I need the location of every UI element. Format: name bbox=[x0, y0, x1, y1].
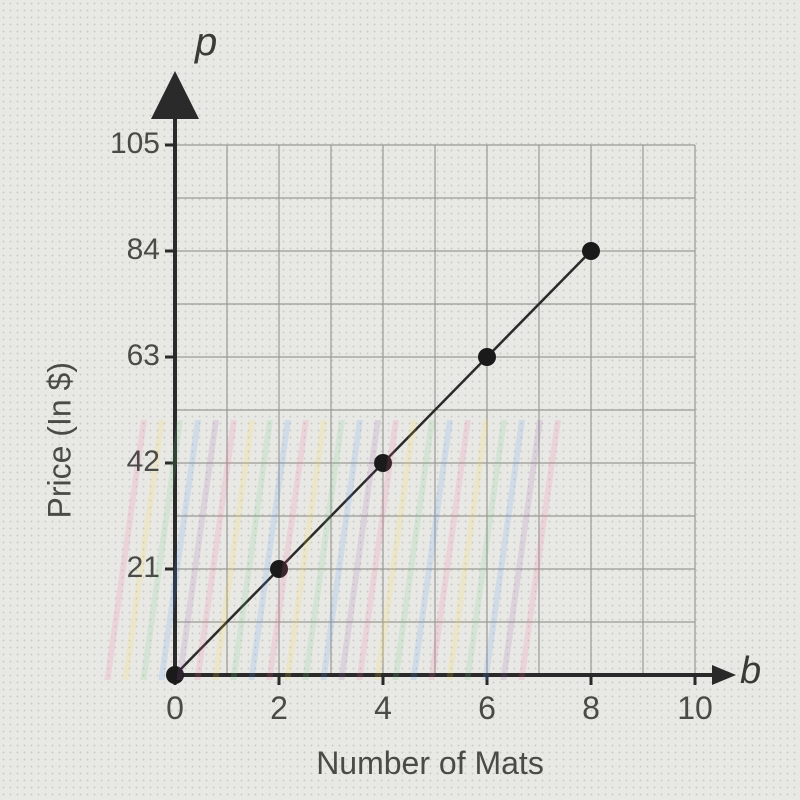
y-variable-label: p bbox=[195, 20, 217, 65]
x-tick-label: 6 bbox=[467, 690, 507, 727]
y-tick-label: 42 bbox=[100, 445, 160, 479]
chart-container: p b Price (In $) Number of Mats 21426384… bbox=[0, 0, 800, 800]
x-tick-label: 2 bbox=[259, 690, 299, 727]
x-tick-label: 4 bbox=[363, 690, 403, 727]
x-axis-title: Number of Mats bbox=[250, 745, 610, 782]
y-tick-label: 63 bbox=[100, 339, 160, 373]
x-tick-label: 8 bbox=[571, 690, 611, 727]
x-tick-label: 10 bbox=[675, 690, 715, 727]
chart-svg bbox=[0, 0, 800, 800]
x-variable-label: b bbox=[740, 650, 761, 693]
axes bbox=[165, 84, 736, 685]
y-tick-label: 21 bbox=[100, 551, 160, 585]
y-tick-label: 84 bbox=[100, 233, 160, 267]
y-axis-title: Price (In $) bbox=[42, 319, 79, 519]
x-tick-label: 0 bbox=[155, 690, 195, 727]
y-tick-label: 105 bbox=[100, 127, 160, 161]
